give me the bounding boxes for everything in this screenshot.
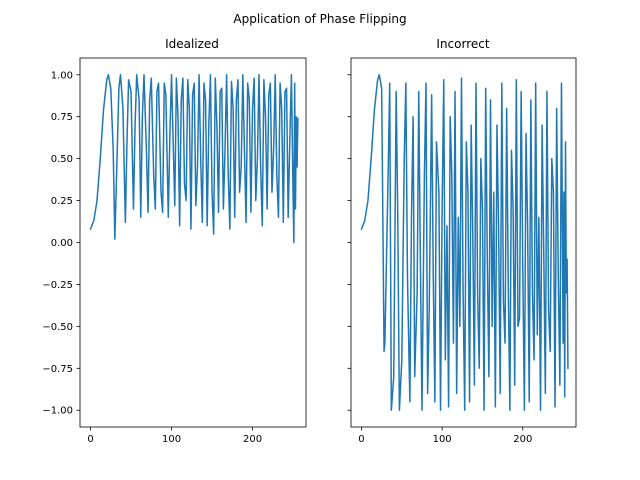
x-tick-label: 0	[87, 434, 93, 445]
y-tick-label: 1.00	[51, 70, 73, 81]
incorrect-subplot: Incorrect 0 100 200	[347, 37, 577, 445]
incorrect-subplot-title: Incorrect	[436, 37, 489, 51]
x-tick-label: 200	[243, 434, 262, 445]
x-tick-label: 100	[162, 434, 181, 445]
figure-suptitle: Application of Phase Flipping	[233, 12, 406, 26]
incorrect-series-line	[360, 74, 569, 411]
idealized-subplot: Idealized 0 100 200 1.00 0.75 0.50 0.25 0.00 −0.…	[42, 37, 307, 445]
y-tick-label: 0.50	[51, 154, 73, 165]
idealized-axes-frame	[79, 57, 307, 428]
y-tick-label: 0.25	[51, 196, 73, 207]
y-tick-label: 0.75	[51, 112, 73, 123]
x-tick-label: 100	[433, 434, 452, 445]
y-tick-label: −1.00	[42, 406, 73, 417]
x-tick-label: 200	[513, 434, 532, 445]
idealized-axis-ticks: 0 100 200 1.00 0.75 0.50 0.25 0.00 −0.25 −0.50 −0.…	[42, 70, 262, 445]
y-tick-label: −0.50	[42, 322, 73, 333]
y-tick-label: −0.25	[42, 280, 73, 291]
idealized-series-line	[89, 74, 299, 244]
incorrect-axes-frame	[350, 57, 577, 428]
idealized-subplot-title: Idealized	[165, 37, 219, 51]
incorrect-axis-ticks: 0 100 200	[347, 74, 532, 445]
x-tick-label: 0	[358, 434, 364, 445]
y-tick-label: −0.75	[42, 364, 73, 375]
y-tick-label: 0.00	[51, 238, 73, 249]
